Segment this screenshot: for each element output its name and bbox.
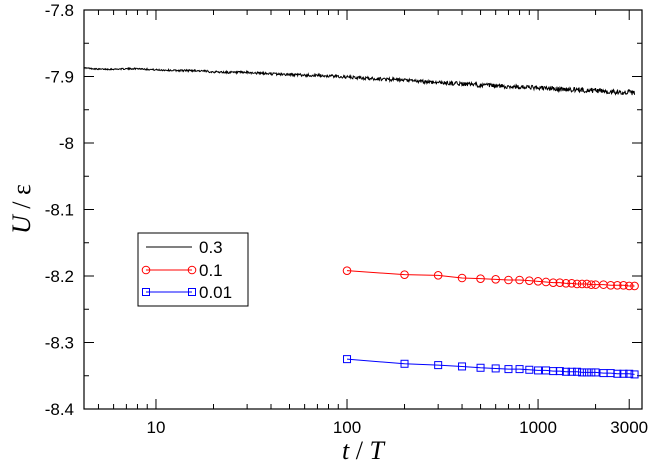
data-point-0.01: [491, 364, 500, 373]
data-point-0.01: [555, 367, 564, 376]
data-point-0.1: [606, 281, 615, 290]
x-tick-label: 10: [147, 418, 166, 437]
series-line-0.01: [346, 358, 635, 375]
series-layer: [83, 66, 639, 379]
y-tick-label: -8.4: [45, 400, 74, 419]
data-point-0.01: [613, 369, 622, 378]
data-point-0.01: [400, 359, 409, 368]
data-point-0.01: [582, 368, 591, 377]
data-point-0.01: [343, 355, 352, 364]
data-point-0.1: [525, 276, 534, 285]
y-tick-label: -7.8: [45, 1, 74, 20]
legend-entry-0.01: 0.01: [142, 283, 232, 302]
x-tick-label: 1000: [519, 418, 557, 437]
x-axis-title-main: t: [342, 436, 350, 465]
y-axis-title: U / ε: [7, 184, 36, 234]
data-point-0.01: [504, 365, 513, 374]
data-point-0.1: [400, 270, 409, 279]
y-tick-label: -7.9: [45, 68, 74, 87]
y-tick-label: -8.1: [45, 201, 74, 220]
x-tick-label: 100: [333, 418, 361, 437]
data-point-0.1: [613, 281, 622, 290]
x-axis-title-unit: T: [370, 436, 386, 465]
series-line-0.3: [83, 66, 636, 96]
data-point-0.01: [587, 368, 596, 377]
data-point-0.01: [561, 367, 570, 376]
data-point-0.01: [476, 363, 485, 372]
data-point-0.01: [434, 361, 443, 370]
data-point-0.01: [567, 367, 576, 376]
x-axis-title: t / T: [342, 436, 385, 465]
x-tick-label: 3000: [610, 418, 648, 437]
legend-label-0.1: 0.1: [199, 261, 223, 280]
data-point-0.1: [457, 273, 467, 283]
data-point-0.1: [624, 281, 634, 291]
legend-marker-0.1-right: [187, 265, 197, 275]
data-point-0.1: [515, 275, 524, 285]
legend-label-0.01: 0.01: [199, 283, 232, 302]
series-line-0.1: [346, 270, 635, 287]
y-tick-label: -8.2: [45, 267, 74, 286]
data-point-0.1: [342, 266, 352, 275]
data-point-0.1: [587, 280, 596, 289]
data-point-0.1: [504, 275, 513, 285]
data-point-0.1: [548, 278, 558, 287]
y-tick-label: -8.3: [45, 334, 74, 353]
legend-marker-0.01-left: [142, 288, 150, 296]
legend-entry-0.1: 0.1: [141, 261, 223, 280]
legend-marker-0.1-left: [141, 265, 151, 275]
axis-ticks: -7.8 -7.9 -8 -8.1 -8.2 -8.3 -8.4 10 100 1000 3000: [45, 1, 648, 437]
data-point-0.1: [555, 278, 565, 287]
data-point-0.1: [577, 279, 587, 289]
data-point-0.01: [625, 369, 634, 378]
data-point-0.01: [630, 370, 639, 379]
y-axis-title-sep: /: [7, 195, 36, 215]
x-axis-title-sep: /: [349, 436, 369, 465]
legend: 0.3 0.1 0.01: [137, 232, 249, 307]
data-point-0.1: [630, 281, 639, 291]
y-axis-title-main: U: [7, 213, 36, 234]
data-point-0.1: [567, 279, 577, 288]
data-point-0.01: [458, 362, 467, 371]
data-point-0.1: [491, 275, 500, 284]
data-point-0.01: [525, 365, 534, 374]
data-point-0.01: [515, 365, 524, 374]
legend-marker-0.01-right: [188, 288, 196, 296]
data-point-0.1: [433, 271, 443, 280]
data-point-0.1: [572, 279, 582, 289]
data-point-0.1: [619, 281, 628, 290]
legend-entry-0.3: 0.3: [146, 238, 223, 257]
data-point-0.01: [578, 368, 587, 377]
y-tick-label: -8: [59, 134, 74, 153]
data-point-0.1: [561, 279, 571, 288]
legend-label-0.3: 0.3: [199, 238, 223, 257]
data-point-0.01: [573, 367, 582, 376]
data-point-0.1: [582, 279, 592, 289]
data-point-0.1: [476, 274, 485, 283]
y-axis-title-unit: ε: [7, 184, 36, 195]
data-point-0.01: [534, 366, 543, 375]
data-point-0.01: [591, 368, 600, 377]
data-point-0.01: [619, 369, 628, 378]
